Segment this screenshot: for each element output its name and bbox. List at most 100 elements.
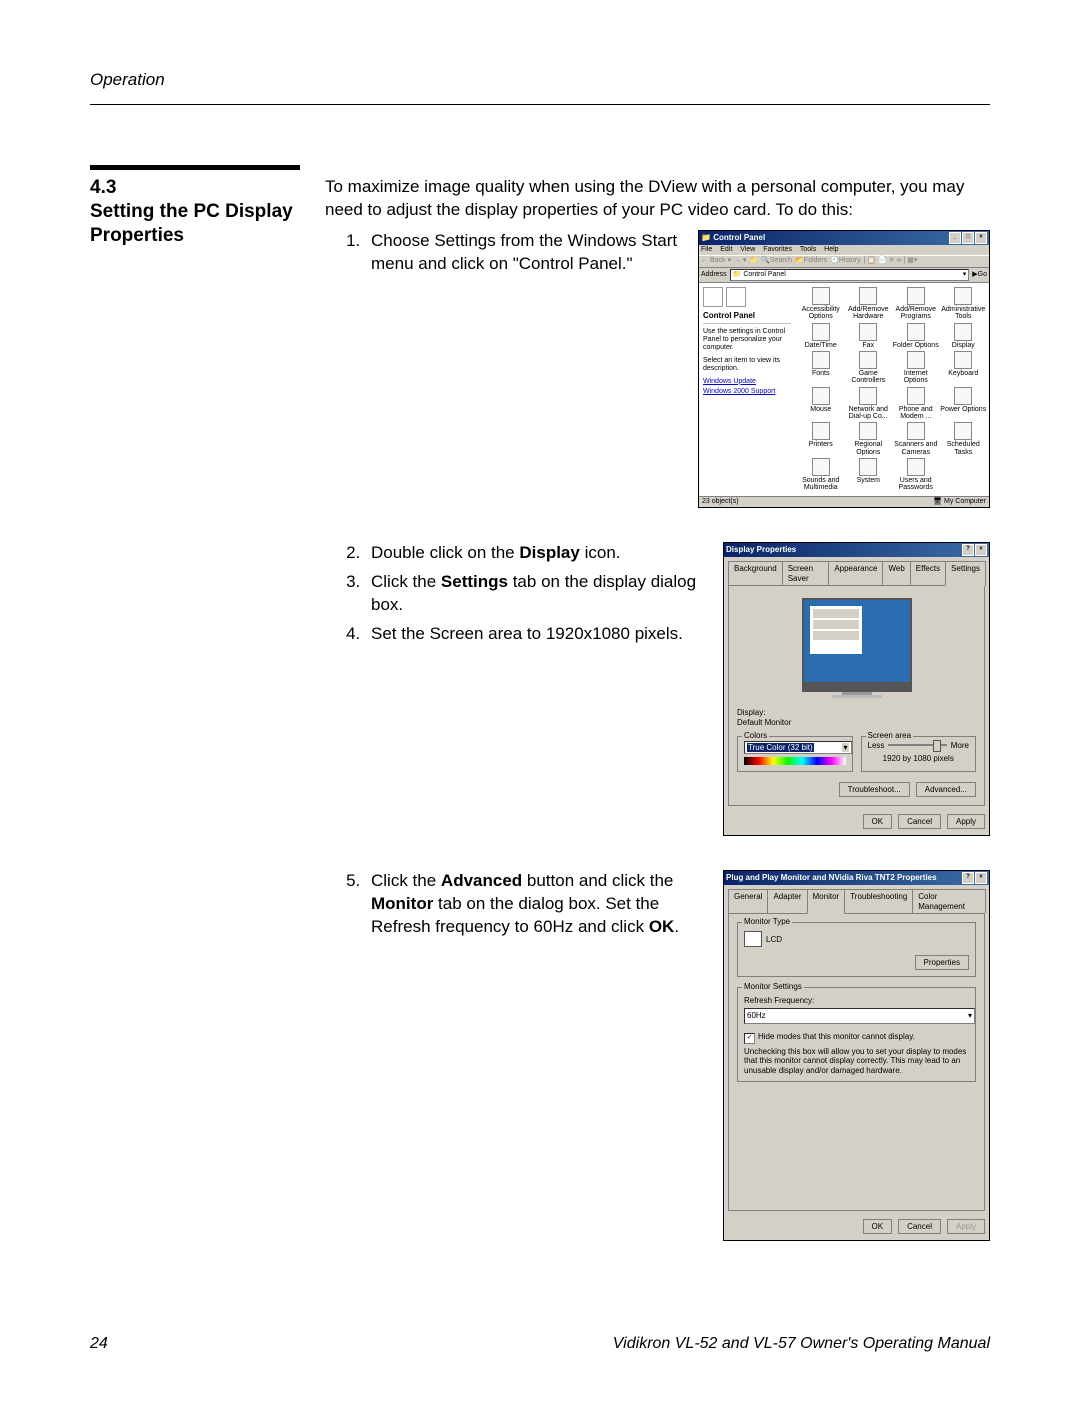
- tab-web[interactable]: Web: [882, 561, 910, 585]
- cp-icon[interactable]: Fonts: [797, 351, 845, 385]
- close-icon[interactable]: ×: [975, 544, 987, 556]
- cp-icon[interactable]: Users and Passwords: [892, 458, 940, 492]
- header-divider: [90, 104, 990, 105]
- tab-troubleshooting[interactable]: Troubleshooting: [844, 889, 913, 913]
- close-icon[interactable]: ×: [975, 872, 987, 884]
- area-legend: Screen area: [866, 731, 914, 741]
- tab-background[interactable]: Background: [728, 561, 783, 585]
- display-label: Display:: [737, 708, 976, 718]
- cp-icon-grid: Accessibility Options Add/Remove Hardwar…: [795, 283, 989, 496]
- help-icon[interactable]: ?: [962, 544, 974, 556]
- cp-icon[interactable]: Keyboard: [940, 351, 988, 385]
- ok-button[interactable]: OK: [863, 814, 893, 829]
- step-2: Double click on the Display icon.: [365, 542, 707, 565]
- cp-icon[interactable]: Accessibility Options: [797, 287, 845, 321]
- monitor-settings-legend: Monitor Settings: [742, 982, 804, 992]
- page-number: 24: [90, 1335, 108, 1353]
- cp-icon[interactable]: Scheduled Tasks: [940, 422, 988, 456]
- monitor-preview: [802, 598, 912, 698]
- cp-icon[interactable]: System: [845, 458, 893, 492]
- dp-tabs: Background Screen Saver Appearance Web E…: [724, 557, 989, 585]
- cp-icon[interactable]: Internet Options: [892, 351, 940, 385]
- troubleshoot-button[interactable]: Troubleshoot...: [839, 782, 910, 797]
- refresh-select[interactable]: 60Hz▾: [744, 1008, 975, 1024]
- resolution-value: 1920 by 1080 pixels: [868, 754, 970, 764]
- cp-icon[interactable]: Regional Options: [845, 422, 893, 456]
- tab-color-management[interactable]: Color Management: [912, 889, 986, 913]
- step-1: Choose Settings from the Windows Start m…: [365, 230, 682, 276]
- colors-legend: Colors: [742, 731, 769, 741]
- cp-icon[interactable]: Sounds and Multimedia: [797, 458, 845, 492]
- advanced-button[interactable]: Advanced...: [916, 782, 976, 797]
- apply-button[interactable]: Apply: [947, 814, 985, 829]
- monitor-type-legend: Monitor Type: [742, 917, 792, 927]
- cp-icon[interactable]: Folder Options: [892, 323, 940, 349]
- page-header: Operation: [90, 70, 990, 90]
- control-panel-screenshot: 📁 Control Panel _ □ × File Edit View Fa: [698, 230, 990, 508]
- display-value: Default Monitor: [737, 718, 976, 728]
- help-icon[interactable]: ?: [962, 872, 974, 884]
- cp-icon[interactable]: Administrative Tools: [940, 287, 988, 321]
- tab-appearance[interactable]: Appearance: [828, 561, 883, 585]
- cp-icon[interactable]: Add/Remove Programs: [892, 287, 940, 321]
- section-bar: [90, 165, 300, 170]
- cp-icon[interactable]: Scanners and Cameras: [892, 422, 940, 456]
- cp-icon[interactable]: Power Options: [940, 387, 988, 421]
- color-select[interactable]: True Color (32 bit)▾: [744, 741, 852, 755]
- properties-button[interactable]: Properties: [915, 955, 969, 970]
- cp-icon[interactable]: Printers: [797, 422, 845, 456]
- step-3: Click the Settings tab on the display di…: [365, 571, 707, 617]
- tab-general[interactable]: General: [728, 889, 768, 913]
- resolution-slider[interactable]: [888, 744, 946, 746]
- tab-settings[interactable]: Settings: [945, 561, 986, 586]
- dp-title: Display Properties: [726, 545, 796, 555]
- cp-title: 📁 Control Panel: [701, 233, 765, 243]
- intro-text: To maximize image quality when using the…: [325, 176, 990, 222]
- slider-less: Less: [868, 741, 885, 751]
- cancel-button[interactable]: Cancel: [898, 814, 941, 829]
- monitor-type-value: LCD: [766, 935, 782, 945]
- cp-icon[interactable]: Date/Time: [797, 323, 845, 349]
- cp-icon[interactable]: Game Controllers: [845, 351, 893, 385]
- cp-icon[interactable]: Display: [940, 323, 988, 349]
- cancel-button[interactable]: Cancel: [898, 1219, 941, 1234]
- slider-more: More: [951, 741, 969, 751]
- tab-screensaver[interactable]: Screen Saver: [782, 561, 830, 585]
- cp-icon[interactable]: Add/Remove Hardware: [845, 287, 893, 321]
- cp-icon[interactable]: Network and Dial-up Co...: [845, 387, 893, 421]
- toolbar[interactable]: ← Back ▾→ ▾📁 🔍Search 📂Folders 🕘History |…: [699, 255, 989, 267]
- hide-modes-label: Hide modes that this monitor cannot disp…: [758, 1032, 915, 1041]
- status-count: 23 object(s): [702, 498, 739, 506]
- section-number: 4.3: [90, 176, 325, 200]
- tab-adapter[interactable]: Adapter: [767, 889, 807, 913]
- apply-button: Apply: [947, 1219, 985, 1234]
- cp-sidebar-title: Control Panel: [703, 311, 791, 324]
- menubar[interactable]: File Edit View Favorites Tools Help: [699, 245, 989, 255]
- cp-sidebar-hint: Select an item to view its description.: [703, 357, 791, 374]
- tab-monitor[interactable]: Monitor: [807, 889, 846, 914]
- color-preview: [744, 757, 846, 765]
- refresh-label: Refresh Frequency:: [744, 996, 969, 1006]
- minimize-icon[interactable]: _: [949, 232, 961, 244]
- go-button[interactable]: ▶Go: [972, 271, 987, 279]
- step-4: Set the Screen area to 1920x1080 pixels.: [365, 623, 707, 646]
- cp-icon[interactable]: Mouse: [797, 387, 845, 421]
- step-5: Click the Advanced button and click the …: [365, 870, 707, 939]
- hide-modes-checkbox[interactable]: ✓: [744, 1033, 755, 1044]
- cp-sidebar-desc: Use the settings in Control Panel to per…: [703, 328, 791, 353]
- display-properties-screenshot: Display Properties ? × Background Screen…: [723, 542, 990, 836]
- maximize-icon[interactable]: □: [962, 232, 974, 244]
- address-label: Address: [701, 271, 727, 279]
- tab-effects[interactable]: Effects: [910, 561, 946, 585]
- section-title: Setting the PC Display Properties: [90, 200, 325, 248]
- monitor-properties-screenshot: Plug and Play Monitor and NVidia Riva TN…: [723, 870, 990, 1241]
- ok-button[interactable]: OK: [863, 1219, 893, 1234]
- cp-icon[interactable]: Fax: [845, 323, 893, 349]
- address-input[interactable]: 📁 Control Panel▾: [730, 269, 970, 281]
- close-icon[interactable]: ×: [975, 232, 987, 244]
- hide-modes-desc: Unchecking this box will allow you to se…: [744, 1047, 969, 1076]
- cp-icon[interactable]: Phone and Modem ...: [892, 387, 940, 421]
- link-windows-update[interactable]: Windows Update: [703, 378, 791, 386]
- link-windows-support[interactable]: Windows 2000 Support: [703, 388, 791, 396]
- footer-doc-title: Vidikron VL-52 and VL-57 Owner's Operati…: [613, 1335, 990, 1353]
